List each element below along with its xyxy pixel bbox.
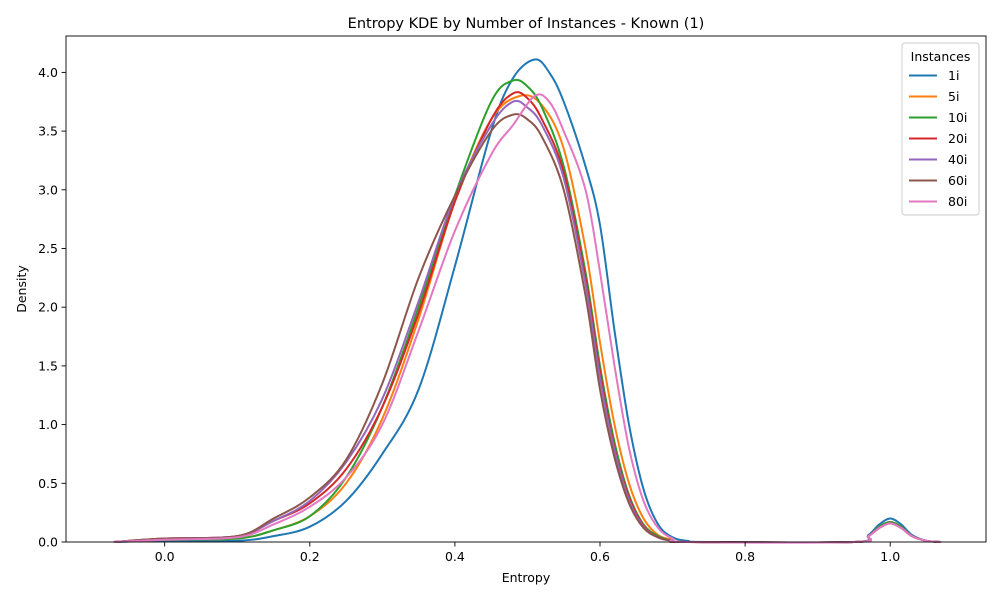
- y-tick-label: 2.5: [38, 241, 58, 256]
- legend-label-10i: 10i: [948, 110, 967, 125]
- y-tick-label: 0.5: [38, 476, 58, 491]
- legend-title: Instances: [911, 49, 971, 64]
- x-tick-label: 0.4: [445, 549, 465, 564]
- series-line-60i: [113, 113, 942, 544]
- y-axis-label: Density: [14, 265, 29, 313]
- x-tick-label: 0.0: [155, 549, 175, 564]
- y-tick-label: 2.0: [38, 300, 58, 315]
- legend-label-1i: 1i: [948, 68, 959, 83]
- series-line-40i: [113, 99, 942, 544]
- series-line-80i: [113, 93, 942, 544]
- legend-label-80i: 80i: [948, 194, 967, 209]
- x-tick-label: 0.8: [735, 549, 755, 564]
- series-line-1i: [113, 58, 942, 544]
- legend-label-20i: 20i: [948, 131, 967, 146]
- y-tick-label: 0.0: [38, 535, 58, 550]
- plot-curves: [113, 58, 942, 544]
- plot-frame: [65, 35, 987, 543]
- x-tick-label: 1.0: [880, 549, 900, 564]
- x-axis-label: Entropy: [502, 570, 551, 585]
- y-tick-label: 3.5: [38, 124, 58, 139]
- y-tick-label: 1.5: [38, 358, 58, 373]
- y-tick-label: 3.0: [38, 182, 58, 197]
- legend-box: [901, 42, 980, 216]
- x-tick-label: 0.6: [590, 549, 610, 564]
- series-line-5i: [113, 94, 942, 544]
- y-tick-label: 4.0: [38, 65, 58, 80]
- series-line-20i: [113, 91, 942, 544]
- chart-title: Entropy KDE by Number of Instances - Kno…: [348, 16, 705, 32]
- legend-label-40i: 40i: [948, 152, 967, 167]
- legend: Instances 1i 5i 10i 20i 40i 60i 80i: [901, 42, 980, 216]
- y-axis-ticks: 0.0 0.5 1.0 1.5 2.0 2.5 3.0 3.5 4.0: [38, 65, 66, 550]
- x-axis-ticks: 0.0 0.2 0.4 0.6 0.8 1.0: [155, 542, 900, 564]
- legend-label-60i: 60i: [948, 173, 967, 188]
- series-line-10i: [113, 78, 942, 544]
- x-tick-label: 0.2: [300, 549, 320, 564]
- legend-items: 1i 5i 10i 20i 40i 60i 80i: [909, 68, 967, 209]
- y-tick-label: 1.0: [38, 417, 58, 432]
- legend-label-5i: 5i: [948, 89, 959, 104]
